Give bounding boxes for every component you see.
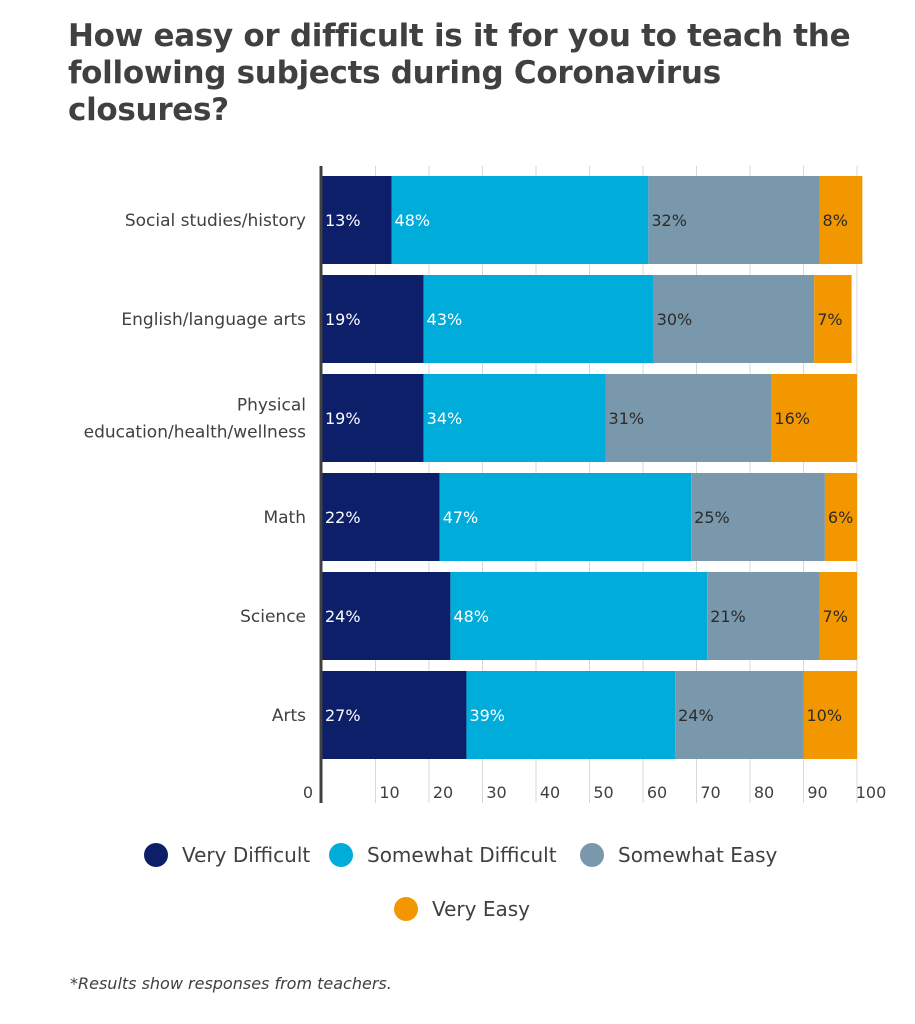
legend-label: Very Difficult	[182, 843, 310, 867]
x-tick-label: 10	[379, 783, 399, 802]
data-label: 6%	[828, 508, 853, 527]
category-label: Math	[263, 508, 306, 528]
bar-segment	[824, 473, 857, 561]
bar-segment	[391, 176, 649, 264]
category-label: Arts	[272, 706, 306, 726]
bar-segment	[322, 275, 424, 363]
chart-title: How easy or difficult is it for you to t…	[68, 18, 851, 128]
bar-segment	[322, 473, 440, 561]
data-label: 32%	[651, 211, 687, 230]
bar-segment	[322, 671, 467, 759]
x-tick-label: 100	[856, 783, 887, 802]
category-label: Science	[240, 607, 306, 627]
x-tick-label: 80	[754, 783, 774, 802]
data-label: 21%	[710, 607, 746, 626]
data-label: 16%	[774, 409, 810, 428]
bars: 13% 48% 32% 8% 19% 43% 30% 7% 19% 34% 31% 16% 22% 47%…	[322, 176, 863, 759]
bar-segment	[803, 671, 857, 759]
x-tick-label: 90	[807, 783, 827, 802]
data-label: 47%	[443, 508, 479, 527]
data-label: 24%	[325, 607, 361, 626]
x-tick-label: 50	[593, 783, 613, 802]
category-label: Social studies/history	[125, 211, 306, 231]
bar-segment	[322, 572, 451, 660]
bar-segment	[423, 374, 606, 462]
category-label: education/health/wellness	[84, 423, 307, 443]
bar-segment	[707, 572, 820, 660]
bar-segment	[675, 671, 804, 759]
x-tick-label: 40	[540, 783, 560, 802]
x-tick-label: 20	[433, 783, 453, 802]
data-label: 19%	[325, 409, 361, 428]
bar-segment	[439, 473, 692, 561]
data-label: 48%	[453, 607, 489, 626]
axes: 0 10 20 30 40 50 60 70 80 90 100 Social studies/his…	[84, 166, 887, 803]
bar-segment	[819, 176, 863, 264]
data-label: 31%	[609, 409, 645, 428]
data-label: 7%	[817, 310, 842, 329]
data-label: 10%	[807, 706, 843, 725]
data-label: 7%	[823, 607, 848, 626]
legend-label: Somewhat Easy	[618, 843, 778, 867]
legend: Very Difficult Somewhat Difficult Somewhat…	[144, 843, 778, 921]
category-label: Physical	[237, 396, 306, 416]
legend-label: Somewhat Difficult	[367, 843, 557, 867]
bar-segment	[322, 374, 424, 462]
footnote: *Results show responses from teachers.	[70, 974, 392, 993]
bar-segment	[423, 275, 654, 363]
data-label: 8%	[823, 211, 848, 230]
data-label: 27%	[325, 706, 361, 725]
bar-segment	[691, 473, 825, 561]
data-label: 43%	[427, 310, 463, 329]
data-label: 48%	[395, 211, 431, 230]
bar-segment	[653, 275, 815, 363]
legend-swatch	[394, 897, 418, 921]
bar-segment	[814, 275, 852, 363]
data-label: 34%	[427, 409, 463, 428]
data-label: 19%	[325, 310, 361, 329]
bar-segment	[466, 671, 676, 759]
bar-segment	[771, 374, 857, 462]
bar-segment	[322, 176, 392, 264]
legend-swatch	[144, 843, 168, 867]
bar-segment	[450, 572, 708, 660]
data-label: 22%	[325, 508, 361, 527]
data-label: 25%	[694, 508, 730, 527]
legend-swatch	[580, 843, 604, 867]
category-label: English/language arts	[121, 310, 306, 330]
bar-segment	[605, 374, 772, 462]
x-tick-label: 0	[303, 783, 313, 802]
x-tick-label: 30	[486, 783, 506, 802]
bar-segment	[819, 572, 857, 660]
x-tick-label: 60	[647, 783, 667, 802]
legend-label: Very Easy	[432, 897, 530, 921]
x-tick-label: 70	[700, 783, 720, 802]
data-label: 24%	[678, 706, 714, 725]
data-label: 30%	[657, 310, 693, 329]
bar-segment	[648, 176, 820, 264]
data-label: 39%	[469, 706, 505, 725]
legend-swatch	[329, 843, 353, 867]
data-label: 13%	[325, 211, 361, 230]
